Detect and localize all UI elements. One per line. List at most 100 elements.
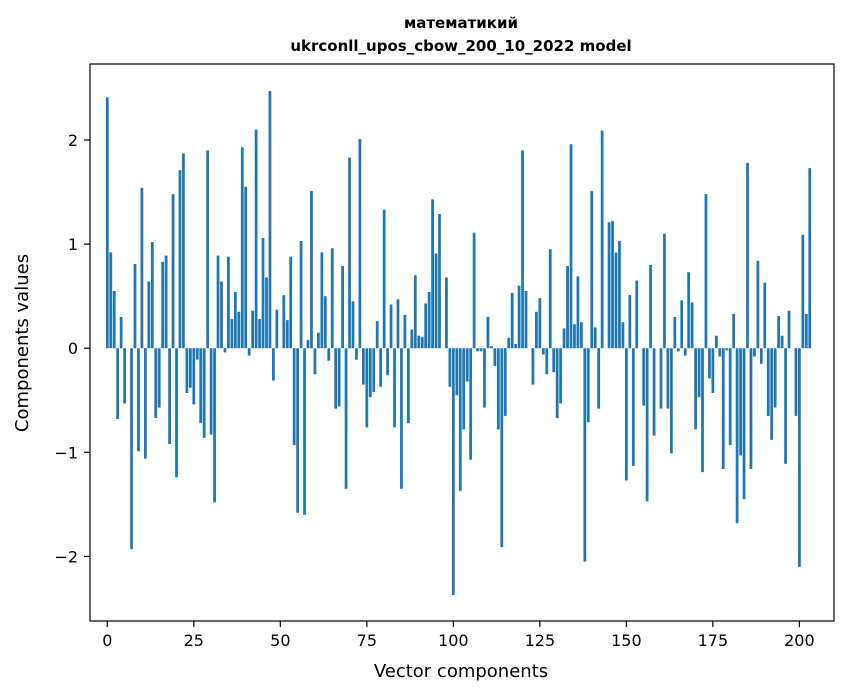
- bar-125: [538, 298, 542, 349]
- bar-72: [355, 348, 358, 360]
- bar-113: [496, 348, 500, 430]
- y-tick-label: 2: [68, 131, 78, 150]
- bar-147: [614, 252, 618, 349]
- y-tick-label: 0: [68, 339, 78, 358]
- bar-182: [735, 348, 739, 524]
- y-axis-label: Components values: [12, 254, 33, 432]
- bar-121: [524, 290, 528, 349]
- x-tick-label: 200: [784, 631, 815, 650]
- bar-186: [749, 348, 753, 469]
- bar-135: [573, 324, 576, 349]
- bar-128: [548, 249, 552, 349]
- bar-155: [642, 348, 646, 406]
- bar-61: [317, 332, 320, 349]
- bar-183: [739, 348, 742, 456]
- x-tick-label: 0: [102, 631, 112, 650]
- bar-55: [296, 348, 300, 513]
- x-tick-label: 175: [698, 631, 729, 650]
- bar-196: [784, 348, 787, 464]
- bar-114: [500, 348, 504, 548]
- bar-11: [143, 348, 147, 459]
- bar-27: [199, 348, 203, 424]
- bar-139: [586, 348, 590, 423]
- bar-193: [773, 348, 777, 408]
- bar-158: [652, 348, 656, 436]
- bar-150: [624, 348, 628, 481]
- bar-38: [237, 311, 241, 349]
- bar-53: [289, 256, 293, 349]
- bar-66: [334, 348, 338, 409]
- bar-143: [600, 130, 604, 349]
- bar-171: [697, 348, 701, 398]
- bar-81: [386, 348, 389, 376]
- bar-148: [618, 240, 621, 349]
- bar-87: [406, 348, 410, 424]
- bar-100: [451, 348, 455, 595]
- chart-title-line2: ukrconll_upos_cbow_200_10_2022 model: [290, 37, 631, 55]
- bar-99: [448, 348, 452, 387]
- bar-78: [375, 321, 379, 349]
- bar-18: [168, 348, 171, 445]
- bar-174: [708, 348, 711, 379]
- bar-151: [628, 295, 632, 349]
- bar-91: [420, 336, 424, 349]
- bar-127: [545, 348, 549, 375]
- bar-67: [337, 348, 341, 407]
- bar-92: [424, 303, 428, 349]
- plot-frame: [89, 63, 835, 622]
- bar-95: [434, 253, 438, 349]
- bar-181: [732, 313, 736, 349]
- bar-107: [476, 348, 479, 352]
- bar-13: [150, 242, 154, 349]
- bar-203: [808, 168, 812, 349]
- bar-0: [105, 97, 109, 349]
- bar-21: [178, 170, 182, 349]
- bar-68: [341, 265, 344, 349]
- bar-170: [694, 348, 697, 430]
- bar-5: [123, 348, 126, 404]
- bar-86: [403, 314, 407, 349]
- bar-197: [787, 310, 791, 349]
- bar-43: [254, 129, 258, 349]
- bar-178: [721, 348, 725, 469]
- bar-176: [714, 335, 718, 349]
- bar-76: [368, 348, 372, 398]
- bar-132: [562, 328, 566, 349]
- bar-112: [493, 348, 497, 366]
- bar-164: [673, 316, 677, 349]
- bar-106: [472, 232, 476, 349]
- bar-120: [521, 150, 524, 349]
- bar-16: [161, 261, 165, 349]
- bar-83: [393, 348, 396, 428]
- bar-4: [119, 316, 123, 349]
- bar-177: [718, 348, 722, 357]
- bar-40: [244, 186, 248, 349]
- bar-62: [320, 252, 324, 349]
- bar-44: [258, 319, 261, 349]
- bar-33: [220, 281, 223, 349]
- bar-7: [130, 348, 133, 550]
- bar-108: [479, 348, 483, 352]
- bar-25: [192, 348, 196, 405]
- bar-56: [299, 240, 303, 349]
- bar-152: [631, 348, 635, 466]
- x-tick-label: 25: [184, 631, 204, 650]
- bar-118: [514, 344, 518, 349]
- x-tick-label: 75: [357, 631, 377, 650]
- bar-29: [206, 150, 210, 349]
- x-tick-label: 125: [525, 631, 556, 650]
- bar-90: [417, 335, 421, 349]
- bar-10: [140, 187, 144, 349]
- bar-54: [292, 348, 296, 446]
- bar-49: [275, 309, 279, 349]
- bar-3: [116, 348, 120, 420]
- bar-179: [725, 348, 729, 351]
- bar-116: [507, 337, 511, 349]
- bar-32: [216, 255, 220, 349]
- bar-15: [157, 348, 161, 408]
- bar-140: [590, 191, 594, 349]
- bar-199: [794, 348, 798, 416]
- bar-2: [112, 290, 116, 349]
- bar-31: [213, 348, 216, 503]
